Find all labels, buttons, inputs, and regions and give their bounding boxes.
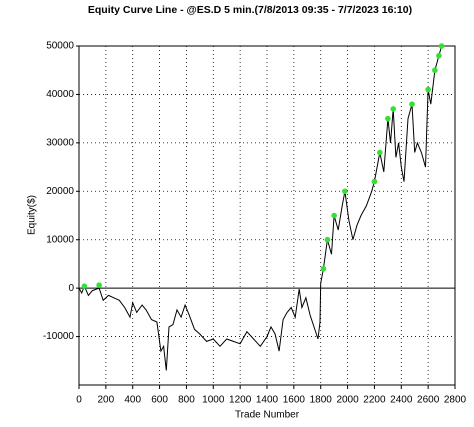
new-high-dot	[409, 101, 415, 107]
y-tick-label: 50000	[46, 41, 74, 52]
x-tick-label: 2600	[417, 395, 440, 406]
x-tick-label: 1000	[202, 395, 225, 406]
x-tick-label: 400	[124, 395, 141, 406]
new-high-dot	[385, 115, 391, 122]
x-tick-label: 2400	[390, 395, 413, 406]
y-tick-label: 20000	[46, 186, 74, 197]
new-high-dot	[438, 43, 445, 49]
x-tick-label: 800	[178, 395, 195, 406]
new-high-dot	[390, 106, 397, 112]
new-high-dot	[425, 86, 431, 93]
new-high-dot	[96, 282, 102, 289]
x-tick-label: 0	[76, 395, 82, 406]
x-tick-label: 1200	[229, 395, 252, 406]
x-tick-label: 1600	[283, 395, 306, 406]
x-tick-label: 600	[151, 395, 168, 406]
y-tick-label: 0	[68, 283, 74, 294]
y-axis-label: Equity($)	[27, 195, 38, 235]
x-tick-label: 2200	[363, 395, 386, 406]
x-tick-label: 2000	[336, 395, 359, 406]
y-tick-label: -10000	[43, 331, 75, 342]
new-high-dot	[436, 52, 442, 59]
new-high-dot	[371, 178, 378, 185]
chart-title: Equity Curve Line - @ES.D 5 min.(7/8/201…	[88, 4, 412, 16]
new-high-dot	[81, 283, 88, 290]
y-tick-label: 40000	[46, 89, 74, 100]
x-tick-label: 1400	[256, 395, 279, 406]
new-high-dot	[320, 265, 327, 272]
x-tick-label: 2800	[444, 395, 467, 406]
x-tick-label: 1800	[310, 395, 333, 406]
x-tick-label: 200	[98, 395, 115, 406]
x-axis-label: Trade Number	[235, 410, 300, 421]
equity-line	[78, 45, 443, 371]
y-tick-label: 10000	[46, 234, 74, 245]
new-high-dot	[377, 149, 383, 156]
new-high-dot	[331, 212, 337, 219]
new-high-dot	[432, 67, 438, 74]
y-tick-label: 30000	[46, 137, 74, 148]
new-high-dot	[324, 236, 331, 243]
new-high-dot	[342, 188, 348, 195]
